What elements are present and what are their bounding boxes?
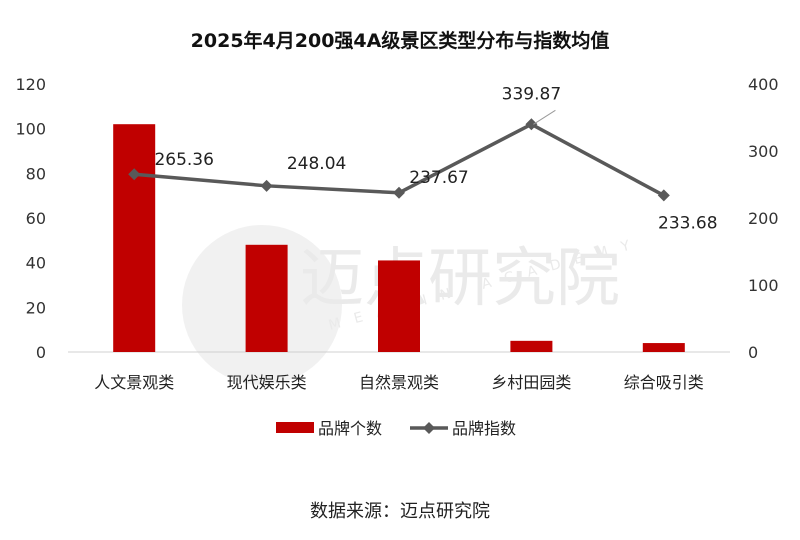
source-note: 数据来源：迈点研究院 xyxy=(310,501,490,522)
line-data-label: 265.36 xyxy=(154,150,213,170)
left-axis-tick: 80 xyxy=(26,164,46,183)
category-label: 乡村田园类 xyxy=(491,373,571,392)
right-axis: 0 100 200 300 400 xyxy=(748,75,779,362)
bar xyxy=(510,340,553,352)
legend-label-bar: 品牌个数 xyxy=(318,419,382,438)
right-axis-tick: 300 xyxy=(748,142,779,161)
line-marker xyxy=(128,168,141,181)
left-axis-tick: 60 xyxy=(26,209,46,228)
right-axis-tick: 200 xyxy=(748,209,779,228)
left-axis-tick: 40 xyxy=(26,254,46,273)
right-axis-tick: 0 xyxy=(748,343,758,362)
line-data-label: 233.68 xyxy=(658,213,717,233)
right-axis-tick: 100 xyxy=(748,276,779,295)
bar xyxy=(378,260,420,352)
chart-title: 2025年4月200强4A级景区类型分布与指数均值 xyxy=(191,29,610,52)
legend-label-line: 品牌指数 xyxy=(452,419,516,438)
category-label: 现代娱乐类 xyxy=(227,373,307,392)
left-axis-tick: 120 xyxy=(15,75,46,94)
line-marker xyxy=(657,189,670,202)
line-data-label: 237.67 xyxy=(409,168,468,188)
left-axis-tick: 0 xyxy=(36,343,46,362)
line-marker xyxy=(260,179,273,192)
line-marker xyxy=(525,118,538,131)
line-series: 265.36 248.04 237.67 339.87 233.68 xyxy=(128,84,718,233)
legend-marker-icon xyxy=(423,422,435,434)
bar xyxy=(113,124,156,352)
label-leader-line xyxy=(533,109,556,125)
legend: 品牌个数 品牌指数 xyxy=(276,419,516,438)
bar-series xyxy=(113,124,685,352)
bar xyxy=(642,343,685,352)
category-label: 人文景观类 xyxy=(94,373,174,392)
line-data-label: 248.04 xyxy=(287,154,346,174)
left-axis: 0 20 40 60 80 100 120 xyxy=(15,75,46,362)
bar xyxy=(245,244,288,352)
watermark-text: 迈点研究院 xyxy=(300,242,620,316)
category-label: 自然景观类 xyxy=(359,373,439,392)
line-data-label: 339.87 xyxy=(502,84,561,104)
category-labels: 人文景观类 现代娱乐类 自然景观类 乡村田园类 综合吸引类 xyxy=(94,373,704,392)
right-axis-tick: 400 xyxy=(748,75,779,94)
legend-swatch-bar xyxy=(276,422,314,433)
left-axis-tick: 20 xyxy=(26,298,46,317)
line-marker xyxy=(393,186,405,199)
category-label: 综合吸引类 xyxy=(624,373,704,392)
left-axis-tick: 100 xyxy=(15,120,46,139)
